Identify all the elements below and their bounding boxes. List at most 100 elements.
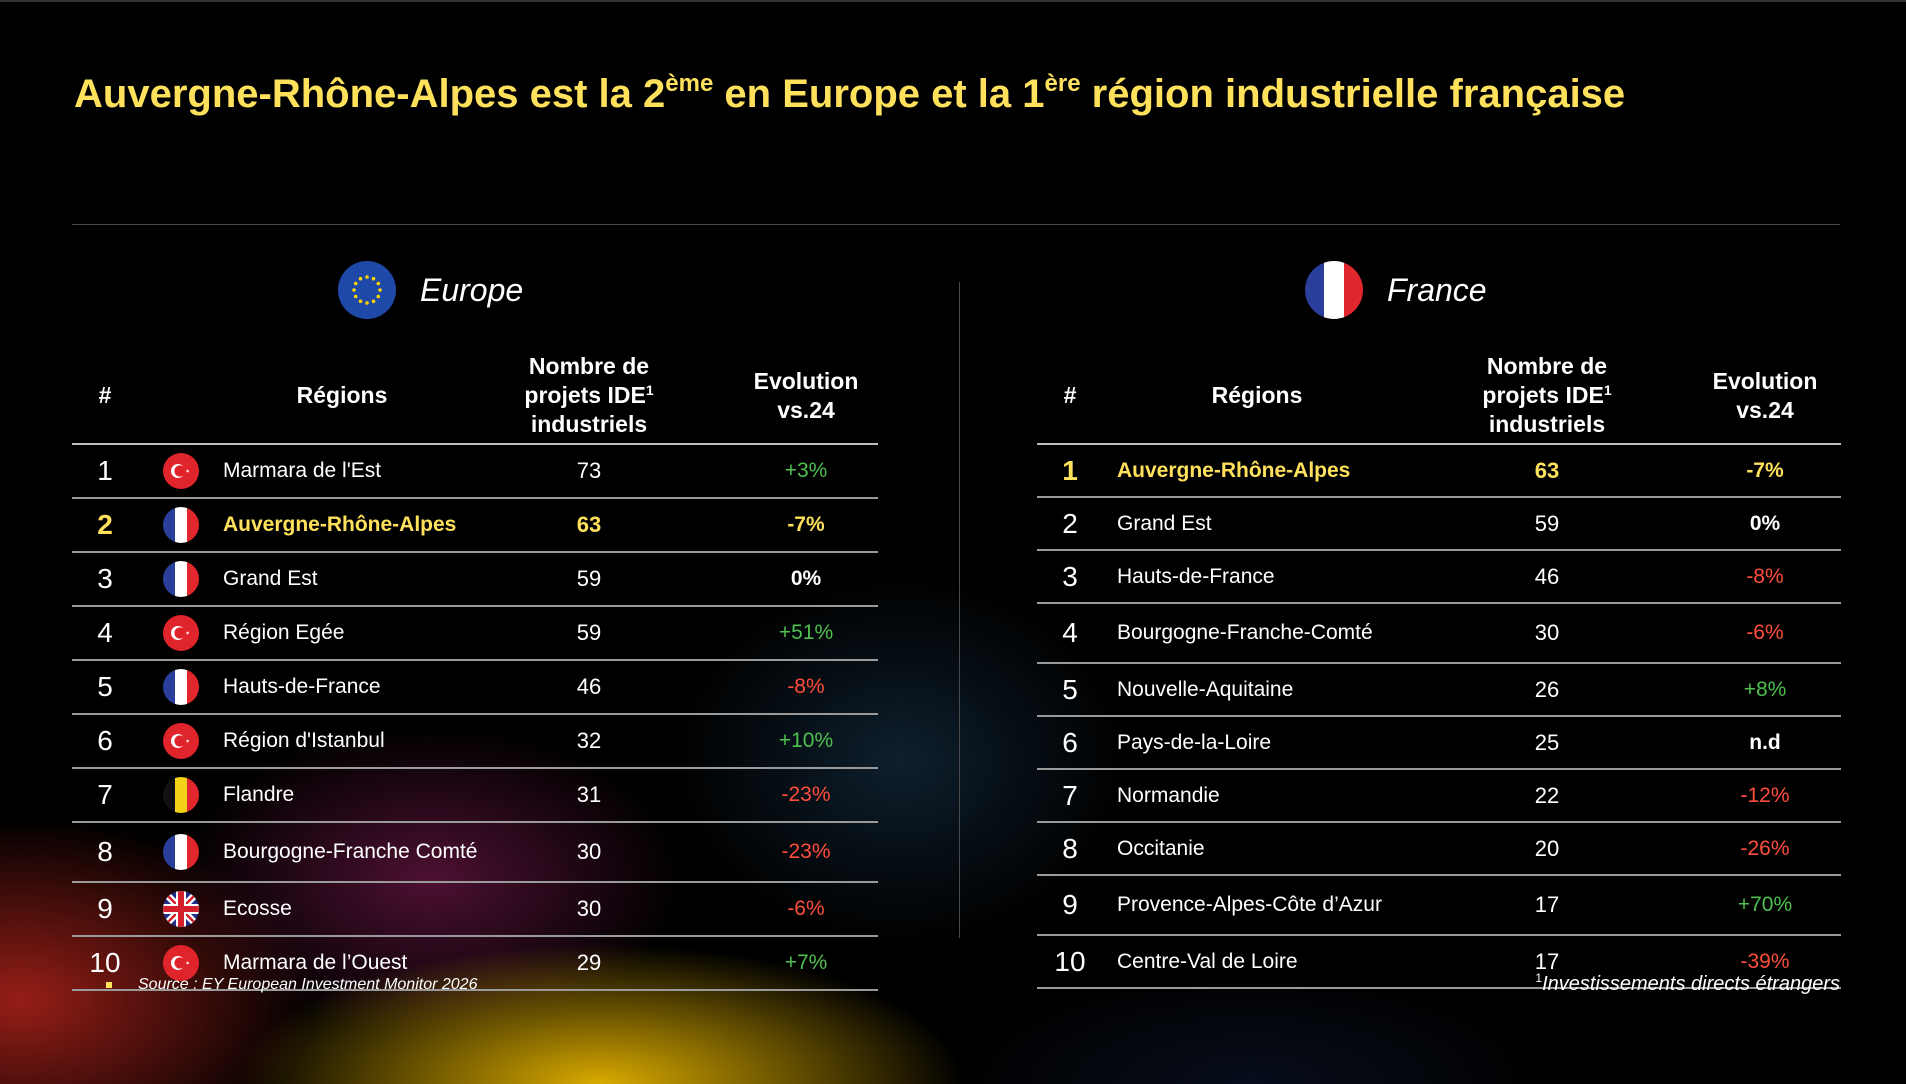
region-name-cell: Pays-de-la-Loire — [1117, 730, 1272, 754]
france-flag-icon — [163, 561, 199, 597]
evolution-cell: -39% — [1740, 949, 1790, 973]
table-row: 5 Nouvelle-Aquitaine 26 +8% — [1037, 664, 1841, 717]
top-border — [0, 0, 1906, 2]
rank-cell: 7 — [97, 779, 113, 810]
evolution-cell: -12% — [1740, 783, 1790, 807]
europe-table-header: # Régions Nombre de projets IDE1 industr… — [72, 348, 878, 443]
table-row: 6 Région d'Istanbul 32 +10% — [72, 715, 878, 769]
evolution-cell: +10% — [778, 729, 834, 752]
france-label: France — [1387, 271, 1487, 308]
flag-cell — [157, 937, 205, 989]
table-row: 5 Hauts-de-France 46 -8% — [72, 661, 878, 715]
table-row: 10 Centre-Val de Loire 17 -39% — [1037, 936, 1841, 989]
source-bullet-icon — [106, 982, 112, 988]
evolution-cell: 0% — [790, 567, 822, 590]
source-text: Source : EY European Investment Monitor … — [138, 976, 478, 993]
region-name-cell: Hauts-de-France — [1117, 564, 1275, 588]
flag-cell — [157, 445, 205, 497]
project-count-cell: 25 — [1534, 729, 1560, 755]
eu-stars — [352, 275, 382, 305]
eu-flag-icon — [338, 261, 396, 319]
project-count-cell: 17 — [1534, 892, 1560, 917]
project-count-cell: 17 — [1534, 948, 1560, 974]
header-project-count: Nombre de projets IDE1 industriels — [1482, 353, 1612, 437]
project-count-cell: 46 — [1534, 563, 1560, 589]
header-rank: # — [1063, 382, 1077, 408]
flag-cell — [157, 715, 205, 767]
table-row: 7 Flandre 31 -23% — [72, 769, 878, 823]
region-name-cell: Nouvelle-Aquitaine — [1117, 677, 1294, 701]
header-region: Régions — [1211, 382, 1303, 408]
table-row: 9 Provence-Alpes-Côte d’Azur 17 +70% — [1037, 876, 1841, 936]
region-name-cell: Occitanie — [1117, 836, 1205, 860]
rank-cell: 7 — [1062, 779, 1078, 811]
rank-cell: 5 — [1062, 673, 1078, 705]
region-name-cell: Hauts-de-France — [223, 675, 381, 698]
region-name-cell: Bourgogne-Franche Comté — [223, 840, 478, 863]
evolution-cell: -6% — [1746, 621, 1784, 644]
table-row: 3 Grand Est 59 0% — [72, 553, 878, 607]
flag-cell — [157, 883, 205, 935]
rank-cell: 9 — [97, 893, 113, 924]
evolution-cell: -7% — [1746, 458, 1784, 482]
project-count-cell: 30 — [576, 896, 602, 921]
rank-cell: 1 — [97, 455, 113, 486]
project-count-cell: 32 — [576, 728, 602, 753]
project-count-cell: 59 — [576, 566, 602, 591]
region-name-cell: Normandie — [1117, 783, 1220, 807]
table-row: 7 Normandie 22 -12% — [1037, 770, 1841, 823]
header-evolution: Evolution vs.24 — [1712, 367, 1818, 423]
evolution-cell: -23% — [781, 783, 831, 806]
region-name-cell: Région Egée — [223, 621, 345, 644]
table-row: 4 Région Egée 59 +51% — [72, 607, 878, 661]
table-row: 4 Bourgogne-Franche-Comté 30 -6% — [1037, 604, 1841, 664]
table-row: 2 Auvergne-Rhône-Alpes 63 -7% — [72, 499, 878, 553]
france-table-header: # Régions Nombre de projets IDE1 industr… — [1037, 348, 1841, 443]
rank-cell: 2 — [97, 509, 113, 540]
uk-flag-icon — [163, 891, 199, 927]
belgium-flag-icon — [163, 777, 199, 813]
project-count-cell: 46 — [576, 674, 602, 699]
project-count-cell: 63 — [1534, 457, 1560, 483]
project-count-cell: 31 — [576, 782, 602, 807]
panel-divider — [959, 282, 960, 938]
table-row: 2 Grand Est 59 0% — [1037, 498, 1841, 551]
flag-cell — [157, 661, 205, 713]
page-title: Auvergne-Rhône-Alpes est la 2ème en Euro… — [74, 70, 1626, 117]
project-count-cell: 73 — [576, 458, 602, 483]
region-name-cell: Ecosse — [223, 897, 292, 920]
project-count-cell: 30 — [1534, 620, 1560, 645]
project-count-cell: 29 — [576, 950, 602, 975]
rank-cell: 4 — [1062, 617, 1078, 648]
project-count-cell: 26 — [1534, 676, 1560, 702]
evolution-cell: n.d — [1749, 730, 1781, 754]
table-row: 8 Bourgogne-Franche Comté 30 -23% — [72, 823, 878, 883]
header-rank: # — [98, 382, 112, 408]
evolution-cell: +8% — [1743, 677, 1787, 701]
table-row: 10 Marmara de l’Ouest 29 +7% — [72, 937, 878, 991]
header-underline — [1037, 443, 1841, 445]
region-name-cell: Auvergne-Rhône-Alpes — [1117, 458, 1351, 482]
rank-cell: 3 — [97, 563, 113, 594]
evolution-cell: -6% — [787, 897, 825, 920]
rank-cell: 10 — [89, 947, 121, 978]
project-count-cell: 59 — [1534, 510, 1560, 536]
region-name-cell: Marmara de l’Ouest — [223, 951, 408, 974]
region-name-cell: Grand Est — [1117, 511, 1212, 535]
france-table-body: 1 Auvergne-Rhône-Alpes 63 -7% 2 Grand Est 59 0%… — [1037, 445, 1841, 989]
turkey-flag-icon — [163, 723, 199, 759]
region-name-cell: Provence-Alpes-Côte d’Azur — [1117, 893, 1382, 916]
rank-cell: 3 — [1062, 560, 1078, 592]
project-count-cell: 30 — [576, 839, 602, 864]
france-heading: France — [1305, 260, 1487, 320]
table-row: 6 Pays-de-la-Loire 25 n.d — [1037, 717, 1841, 770]
turkey-flag-icon — [163, 945, 199, 981]
turkey-flag-icon — [163, 615, 199, 651]
region-name-cell: Auvergne-Rhône-Alpes — [223, 513, 457, 536]
rank-cell: 10 — [1054, 945, 1086, 977]
project-count-cell: 59 — [576, 620, 602, 645]
table-row: 8 Occitanie 20 -26% — [1037, 823, 1841, 876]
evolution-cell: -8% — [1746, 564, 1784, 588]
table-row: 1 Marmara de l'Est 73 +3% — [72, 445, 878, 499]
europe-label: Europe — [420, 271, 524, 308]
